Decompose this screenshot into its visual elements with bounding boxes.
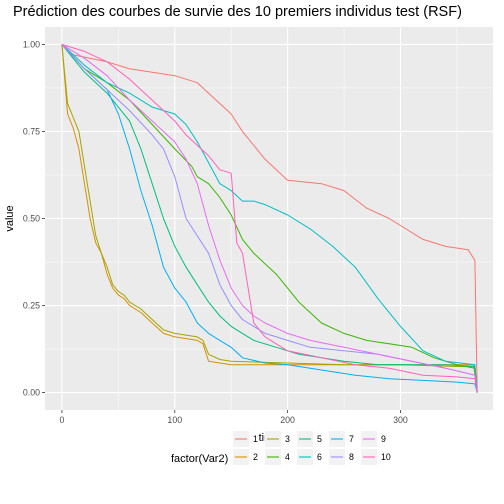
x-axis: 0 100 200 300 <box>59 410 408 425</box>
series-line-6 <box>61 44 478 393</box>
legend-label-4: 4 <box>285 452 290 462</box>
grid-major <box>45 27 493 410</box>
legend-label-7: 7 <box>349 434 354 444</box>
y-tick-label: 0.75 <box>23 126 40 136</box>
series-line-1 <box>61 44 478 393</box>
legend: factor(Var2) 1 2 3 4 5 6 7 8 9 10 <box>171 431 391 465</box>
series-line-3 <box>61 44 478 393</box>
y-axis-title: value <box>4 205 16 231</box>
legend-label-10: 10 <box>381 452 391 462</box>
legend-label-2: 2 <box>253 452 258 462</box>
legend-label-3: 3 <box>285 434 290 444</box>
legend-title: factor(Var2) <box>171 453 228 465</box>
y-tick-label: 0.00 <box>23 388 40 398</box>
series-lines <box>61 43 478 393</box>
x-tick-label: 100 <box>167 415 182 425</box>
y-axis: 0.00 0.25 0.50 0.75 1.00 <box>23 39 45 398</box>
y-tick-label: 0.25 <box>23 301 40 311</box>
legend-label-9: 9 <box>381 434 386 444</box>
legend-label-1: 1 <box>253 434 258 444</box>
series-line-5 <box>61 44 478 393</box>
x-tick-label: 300 <box>393 415 408 425</box>
legend-label-6: 6 <box>317 452 322 462</box>
series-line-4 <box>61 44 478 393</box>
x-tick-label: 0 <box>59 415 64 425</box>
legend-label-8: 8 <box>349 452 354 462</box>
series-line-2 <box>61 44 478 393</box>
series-line-9 <box>61 43 478 393</box>
y-tick-label: 0.50 <box>23 214 40 224</box>
y-tick-label: 1.00 <box>23 39 40 49</box>
series-line-7 <box>61 44 478 393</box>
series-line-10 <box>61 43 478 393</box>
chart-title: Prédiction des courbes de survie des 10 … <box>13 4 462 20</box>
x-tick-label: 200 <box>280 415 295 425</box>
legend-label-5: 5 <box>317 434 322 444</box>
